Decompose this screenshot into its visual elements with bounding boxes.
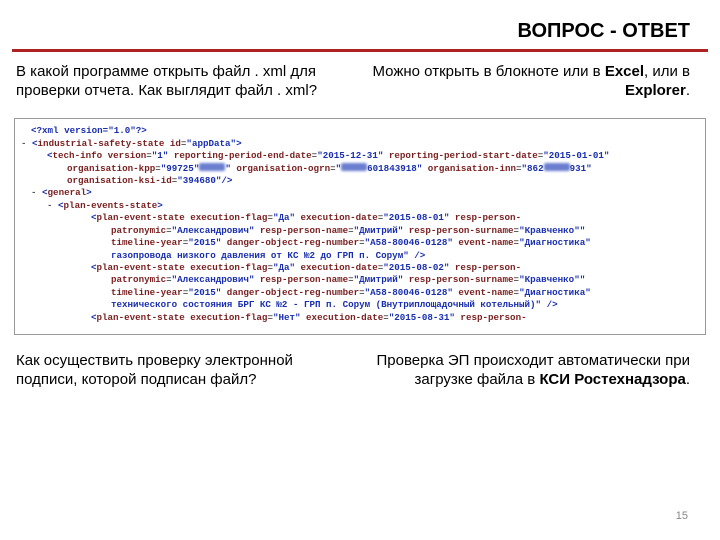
answer2-bold1: КСИ Ростехнадзора bbox=[539, 371, 685, 388]
qa-block-1: В какой программе открыть файл . xml для… bbox=[0, 52, 720, 112]
page-title: ВОПРОС - ОТВЕТ bbox=[30, 20, 690, 43]
answer-1: Можно открыть в блокноте или в Excel, ил… bbox=[371, 62, 690, 100]
answer1-bold2: Explorer bbox=[625, 82, 686, 99]
answer1-bold1: Excel bbox=[605, 63, 644, 80]
answer2-text-post: . bbox=[686, 371, 690, 388]
question-1: В какой программе открыть файл . xml для… bbox=[16, 62, 351, 100]
answer1-text-pre: Можно открыть в блокноте или в bbox=[373, 63, 605, 80]
answer1-text-mid: , или в bbox=[644, 63, 690, 80]
question-2: Как осуществить проверку электронной под… bbox=[16, 351, 351, 389]
qa-block-2: Как осуществить проверку электронной под… bbox=[0, 341, 720, 401]
xml-snippet: <?xml version="1.0"?>- <industrial-safet… bbox=[14, 118, 706, 335]
answer-2: Проверка ЭП происходит автоматически при… bbox=[371, 351, 690, 389]
answer1-text-post: . bbox=[686, 82, 690, 99]
page-number: 15 bbox=[676, 510, 688, 522]
